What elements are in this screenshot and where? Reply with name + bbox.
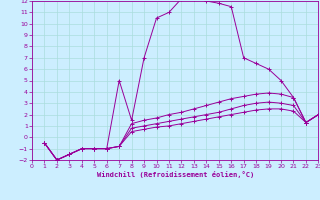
X-axis label: Windchill (Refroidissement éolien,°C): Windchill (Refroidissement éolien,°C) bbox=[97, 171, 254, 178]
